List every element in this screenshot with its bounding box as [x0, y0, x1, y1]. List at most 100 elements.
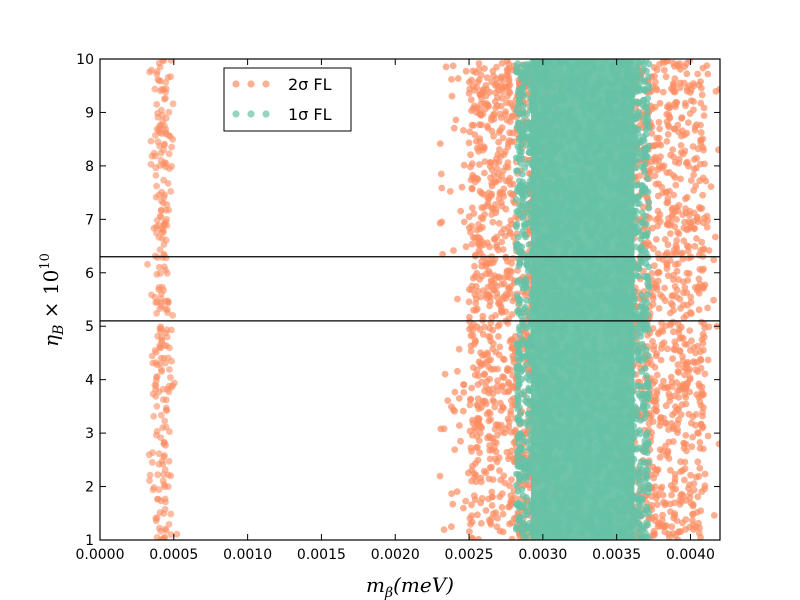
data-point-2sigma	[705, 323, 713, 331]
data-point-2sigma	[482, 469, 490, 477]
data-point-2sigma	[499, 246, 507, 253]
data-point-2sigma	[696, 177, 704, 185]
data-point-2sigma	[477, 111, 485, 119]
data-point-2sigma	[712, 88, 720, 95]
data-point-2sigma	[165, 131, 173, 139]
data-point-2sigma	[682, 209, 690, 217]
data-point-2sigma	[471, 424, 479, 432]
data-point-2sigma	[657, 153, 664, 161]
data-point-2sigma	[157, 434, 165, 441]
data-point-2sigma	[495, 333, 502, 340]
data-point-2sigma	[485, 408, 493, 416]
data-point-2sigma	[477, 293, 485, 301]
data-point-2sigma	[700, 104, 708, 112]
data-point-2sigma	[652, 236, 660, 243]
data-point-2sigma	[656, 211, 664, 219]
data-point-2sigma	[664, 130, 672, 138]
data-point-2sigma	[486, 243, 493, 251]
data-point-2sigma	[467, 347, 475, 355]
data-point-2sigma	[663, 118, 671, 125]
data-point-2sigma	[499, 510, 507, 518]
data-point-2sigma	[508, 476, 515, 483]
data-point-2sigma	[698, 91, 706, 99]
data-point-2sigma	[472, 471, 480, 479]
data-point-2sigma	[692, 349, 699, 357]
data-point-2sigma	[685, 254, 693, 262]
data-point-2sigma	[673, 248, 681, 256]
data-point-2sigma	[164, 385, 171, 393]
data-point-2sigma	[440, 526, 448, 533]
data-point-2sigma	[693, 121, 700, 129]
data-point-2sigma	[686, 59, 693, 64]
data-point-2sigma	[168, 143, 176, 151]
data-point-1sigma	[523, 394, 531, 402]
data-point-2sigma	[462, 497, 470, 505]
data-point-2sigma	[670, 83, 677, 91]
data-point-2sigma	[687, 471, 694, 479]
data-point-2sigma	[501, 388, 508, 396]
data-point-2sigma	[152, 193, 160, 201]
data-point-1sigma	[519, 170, 526, 178]
data-point-2sigma	[168, 326, 175, 334]
data-point-2sigma	[474, 416, 482, 423]
data-point-2sigma	[662, 73, 670, 81]
data-point-2sigma	[697, 402, 705, 409]
data-point-2sigma	[468, 184, 476, 192]
data-point-2sigma	[653, 390, 661, 397]
data-point-2sigma	[654, 277, 662, 285]
data-point-2sigma	[469, 234, 477, 241]
data-point-2sigma	[659, 447, 667, 455]
data-point-2sigma	[669, 291, 677, 299]
data-point-2sigma	[671, 208, 679, 216]
data-point-2sigma	[505, 503, 513, 511]
data-point-2sigma	[161, 417, 169, 425]
data-point-2sigma	[496, 527, 504, 535]
data-point-2sigma	[691, 284, 699, 291]
data-point-2sigma	[653, 134, 661, 142]
data-point-2sigma	[491, 403, 499, 411]
data-point-2sigma	[653, 466, 661, 474]
data-point-2sigma	[496, 176, 503, 184]
data-point-2sigma	[474, 395, 482, 403]
data-point-2sigma	[473, 84, 481, 91]
data-point-2sigma	[476, 161, 483, 168]
data-point-2sigma	[161, 95, 168, 103]
data-point-2sigma	[507, 289, 514, 297]
data-point-2sigma	[451, 407, 458, 415]
data-point-2sigma	[655, 254, 663, 262]
data-point-2sigma	[669, 172, 677, 179]
data-point-2sigma	[506, 174, 514, 182]
data-point-2sigma	[499, 382, 506, 390]
data-point-2sigma	[158, 106, 165, 114]
data-point-2sigma	[160, 354, 168, 362]
data-point-2sigma	[654, 222, 661, 230]
data-point-2sigma	[498, 202, 506, 210]
data-point-2sigma	[488, 78, 495, 86]
data-point-2sigma	[486, 325, 494, 332]
data-point-2sigma	[467, 444, 475, 452]
data-point-2sigma	[685, 270, 693, 277]
data-point-2sigma	[682, 432, 690, 439]
data-point-2sigma	[510, 138, 518, 146]
data-point-2sigma	[680, 440, 688, 447]
data-point-2sigma	[660, 377, 667, 385]
data-point-2sigma	[462, 243, 470, 251]
data-point-2sigma	[482, 400, 490, 408]
data-point-2sigma	[679, 127, 686, 135]
data-point-2sigma	[158, 368, 166, 375]
data-point-1sigma	[642, 503, 650, 511]
data-point-2sigma	[490, 510, 497, 517]
data-point-2sigma	[473, 144, 481, 152]
data-point-2sigma	[663, 265, 671, 272]
data-point-2sigma	[481, 261, 489, 268]
data-point-2sigma	[690, 80, 697, 87]
data-point-2sigma	[455, 345, 463, 353]
data-point-2sigma	[508, 496, 516, 503]
data-point-2sigma	[491, 256, 499, 263]
data-point-2sigma	[502, 110, 509, 118]
data-point-2sigma	[695, 472, 703, 480]
data-point-2sigma	[649, 292, 657, 300]
data-point-2sigma	[653, 371, 661, 379]
data-point-2sigma	[486, 464, 494, 472]
data-point-2sigma	[498, 504, 506, 511]
